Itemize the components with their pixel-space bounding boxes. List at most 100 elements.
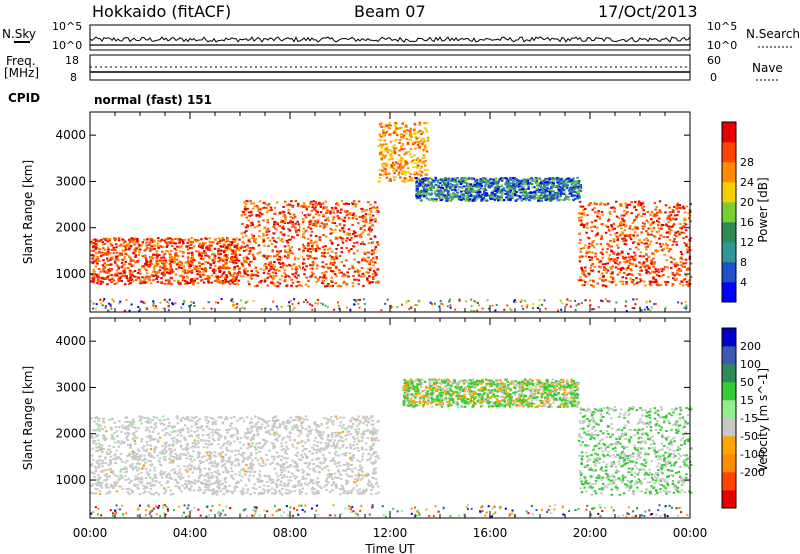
echo-cell bbox=[298, 226, 302, 229]
echo-cell bbox=[263, 439, 266, 442]
echo-cell bbox=[628, 258, 632, 261]
echo-cell bbox=[202, 307, 205, 310]
echo-cell bbox=[328, 247, 331, 250]
noise-right-tick-top: 10^5 bbox=[707, 20, 737, 33]
echo-cell bbox=[200, 263, 204, 266]
echo-cell bbox=[291, 428, 294, 431]
echo-cell bbox=[157, 270, 160, 273]
echo-cell bbox=[626, 267, 630, 269]
echo-cell bbox=[366, 428, 370, 431]
echo-cell bbox=[495, 197, 498, 200]
echo-cell bbox=[446, 181, 449, 183]
echo-cell bbox=[418, 196, 422, 199]
echo-cell bbox=[106, 277, 109, 280]
echo-cell bbox=[594, 255, 597, 258]
echo-cell bbox=[246, 200, 249, 203]
echo-cell bbox=[276, 285, 279, 288]
echo-cell bbox=[226, 245, 229, 248]
echo-cell bbox=[507, 193, 510, 196]
echo-cell bbox=[226, 247, 229, 250]
echo-cell bbox=[657, 249, 660, 252]
echo-cell bbox=[361, 207, 364, 210]
echo-cell bbox=[330, 232, 334, 234]
echo-cell bbox=[174, 252, 177, 255]
echo-cell bbox=[401, 172, 404, 175]
echo-cell bbox=[559, 195, 562, 198]
echo-cell bbox=[255, 214, 258, 217]
echo-cell bbox=[113, 239, 117, 242]
echo-cell bbox=[351, 224, 354, 226]
echo-cell bbox=[632, 298, 635, 301]
echo-cell bbox=[282, 211, 286, 214]
echo-cell bbox=[143, 267, 147, 270]
echo-cell bbox=[460, 193, 463, 196]
echo-cell bbox=[659, 245, 663, 248]
echo-cell bbox=[309, 241, 313, 244]
echo-cell bbox=[146, 421, 150, 424]
echo-cell bbox=[120, 266, 124, 269]
echo-cell bbox=[540, 179, 543, 182]
echo-cell bbox=[580, 212, 584, 215]
echo-cell bbox=[176, 238, 179, 241]
echo-cell bbox=[380, 144, 383, 147]
echo-cell bbox=[582, 271, 585, 274]
echo-cell bbox=[201, 267, 204, 270]
echo-cell bbox=[359, 298, 361, 301]
echo-cell bbox=[684, 274, 688, 277]
echo-cell bbox=[325, 212, 328, 214]
echo-cell bbox=[114, 237, 117, 240]
echo-cell bbox=[322, 280, 326, 282]
echo-cell bbox=[447, 197, 450, 200]
echo-cell bbox=[579, 279, 582, 282]
echo-cell bbox=[107, 309, 110, 312]
echo-cell bbox=[417, 173, 420, 176]
echo-cell bbox=[409, 153, 412, 156]
echo-cell bbox=[301, 266, 305, 269]
echo-cell bbox=[590, 284, 593, 287]
echo-cell bbox=[244, 226, 248, 229]
echo-cell bbox=[342, 282, 345, 285]
echo-cell bbox=[637, 200, 641, 203]
echo-cell bbox=[683, 232, 686, 234]
echo-cell bbox=[326, 209, 329, 212]
echo-cell bbox=[200, 456, 204, 459]
echo-cell bbox=[606, 248, 609, 250]
echo-cell bbox=[579, 205, 583, 208]
echo-cell bbox=[206, 439, 209, 442]
echo-cell bbox=[156, 245, 160, 248]
echo-cell bbox=[321, 255, 324, 257]
echo-cell bbox=[143, 238, 146, 241]
echo-cell bbox=[654, 268, 657, 271]
echo-cell bbox=[604, 263, 607, 265]
echo-cell bbox=[347, 203, 350, 205]
echo-cell bbox=[431, 303, 433, 305]
echo-cell bbox=[270, 242, 274, 245]
echo-cell bbox=[279, 262, 282, 265]
echo-cell bbox=[166, 300, 169, 303]
echo-cell bbox=[408, 308, 411, 310]
echo-cell bbox=[308, 223, 312, 226]
echo-cell bbox=[217, 251, 220, 254]
echo-cell bbox=[244, 208, 247, 211]
echo-cell bbox=[670, 266, 673, 269]
echo-cell bbox=[146, 246, 149, 249]
echo-cell bbox=[550, 186, 553, 189]
echo-cell bbox=[380, 157, 384, 160]
echo-cell bbox=[514, 183, 517, 185]
echo-cell bbox=[123, 270, 127, 273]
echo-cell bbox=[340, 251, 344, 254]
echo-cell bbox=[506, 191, 510, 194]
echo-cell bbox=[171, 258, 174, 261]
echo-cell bbox=[612, 252, 615, 255]
echo-cell bbox=[673, 233, 677, 236]
echo-cell bbox=[684, 229, 688, 232]
echo-cell bbox=[352, 230, 356, 233]
echo-cell bbox=[657, 221, 661, 224]
echo-cell bbox=[393, 144, 396, 147]
echo-cell bbox=[676, 230, 680, 233]
echo-cell bbox=[357, 271, 360, 274]
echo-cell bbox=[373, 274, 377, 277]
echo-cell bbox=[630, 269, 633, 272]
echo-cell bbox=[263, 280, 267, 283]
echo-cell bbox=[314, 235, 318, 237]
